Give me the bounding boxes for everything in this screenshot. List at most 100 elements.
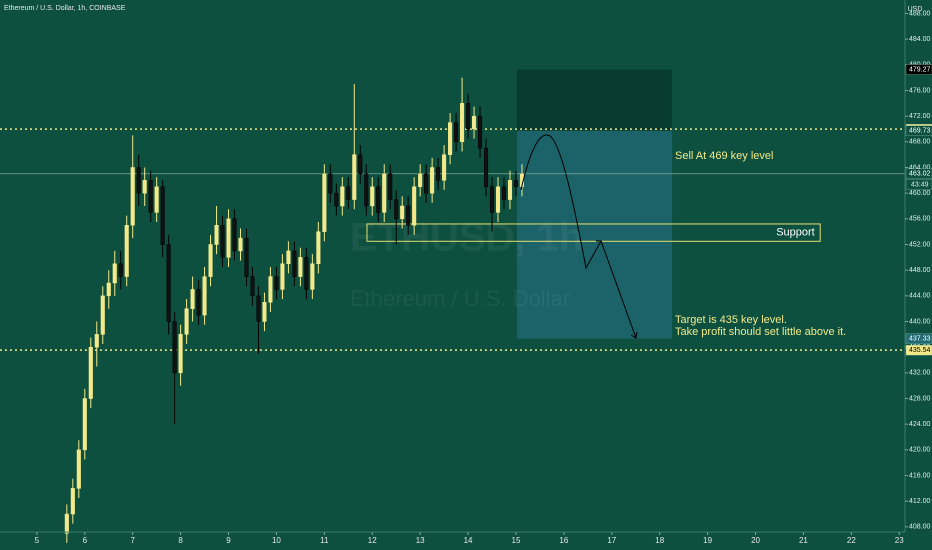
candle-body: [274, 276, 279, 290]
candle-body: [478, 115, 483, 149]
y-tick-label: 448.00: [909, 267, 931, 274]
y-tick-label: 444.00: [909, 293, 931, 300]
price-tag-label: 435.54: [909, 347, 931, 354]
y-tick-label: 408.00: [909, 524, 931, 531]
candle-body: [316, 231, 321, 265]
candle-body: [376, 186, 381, 213]
annotation: Sell At 469 key level: [675, 150, 773, 162]
x-tick-label: 9: [226, 536, 231, 545]
candle-body: [424, 173, 429, 194]
candle-body: [208, 244, 213, 277]
x-tick-label: 17: [607, 536, 616, 545]
projection-arrow: [600, 240, 637, 339]
x-tick-label: 5: [35, 536, 40, 545]
candle-body: [418, 173, 423, 187]
candle-body: [106, 282, 111, 297]
candle-body: [250, 276, 255, 297]
candle-body: [244, 237, 249, 277]
candle-body: [322, 173, 327, 232]
candle-body: [334, 192, 339, 207]
chart-title: Ethereum / U.S. Dollar, 1h, COINBASE: [4, 5, 126, 12]
candle-body: [454, 122, 459, 143]
candle-body: [226, 218, 231, 258]
x-tick-label: 13: [416, 536, 425, 545]
y-tick-label: 416.00: [909, 472, 931, 479]
candle-body: [352, 154, 357, 200]
candle-body: [430, 167, 435, 194]
candle-body: [178, 334, 183, 374]
candle-body: [76, 449, 81, 489]
candle-body: [472, 115, 477, 130]
candle-body: [196, 289, 201, 316]
candle-body: [130, 167, 135, 226]
x-tick-label: 18: [655, 536, 664, 545]
candle-body: [358, 154, 363, 175]
candle-body: [442, 154, 447, 181]
candle-body: [412, 186, 417, 226]
candle-body: [292, 250, 297, 277]
x-tick-label: 20: [751, 536, 760, 545]
x-tick-label: 21: [799, 536, 808, 545]
candle-body: [112, 263, 117, 284]
y-tick-label: 464.00: [909, 164, 931, 171]
candle-body: [148, 180, 153, 213]
target-zone: [516, 130, 673, 339]
y-tick-label: 456.00: [909, 216, 931, 223]
candle-body: [436, 167, 441, 181]
countdown: 43:49: [911, 182, 929, 189]
candle-body: [172, 321, 177, 374]
candle-body: [310, 263, 315, 290]
y-tick-label: 472.00: [909, 113, 931, 120]
candle-body: [304, 257, 309, 290]
price-tag: [905, 125, 932, 136]
candle-body: [160, 186, 165, 245]
candle-body: [460, 103, 465, 143]
x-tick-label: 22: [847, 536, 856, 545]
candle-body: [501, 186, 507, 200]
candle-body: [340, 186, 345, 207]
candle-body: [298, 257, 303, 277]
x-tick-label: 14: [464, 536, 473, 545]
price-tag-label: 479.27: [909, 66, 931, 73]
price-tag-label: 463.02: [909, 171, 931, 178]
y-tick-label: 420.00: [909, 447, 931, 454]
candle-body: [466, 103, 471, 130]
candle-body: [184, 308, 189, 335]
support-label: Support: [776, 227, 815, 239]
candle-body: [142, 180, 147, 194]
candle-body: [262, 302, 267, 322]
candle-body: [136, 167, 141, 194]
x-tick-label: 16: [559, 536, 568, 545]
candle-body: [256, 295, 261, 322]
candle-body: [280, 263, 285, 290]
candle-body: [388, 173, 393, 200]
y-tick-label: 432.00: [909, 370, 931, 377]
y-tick-label: 452.00: [909, 241, 931, 248]
x-tick-label: 23: [895, 536, 904, 545]
candle-body: [118, 263, 123, 277]
candle-body: [238, 237, 243, 252]
candle-body: [232, 218, 237, 252]
price-tag: [905, 64, 932, 75]
candle-body: [64, 513, 69, 534]
price-tag-label: 469.73: [909, 128, 931, 135]
x-tick-label: 6: [83, 536, 88, 545]
x-tick-label: 8: [178, 536, 183, 545]
candle-body: [220, 224, 225, 258]
annotation: Take profit should set little above it.: [675, 326, 846, 338]
candle-body: [394, 199, 399, 220]
stop-zone: [516, 69, 673, 131]
candle-body: [202, 276, 207, 316]
candle-body: [70, 488, 75, 515]
candle-body: [489, 186, 495, 213]
price-tag: [905, 344, 932, 356]
candle-body: [100, 295, 105, 335]
annotation: Target is 435 key level.: [675, 314, 787, 326]
candle-body: [268, 276, 273, 303]
x-tick-label: 7: [130, 536, 135, 545]
price-tag-label: 437.33: [909, 335, 931, 342]
support-box: [366, 223, 821, 242]
candle-body: [154, 186, 159, 213]
candle-body: [346, 186, 351, 200]
